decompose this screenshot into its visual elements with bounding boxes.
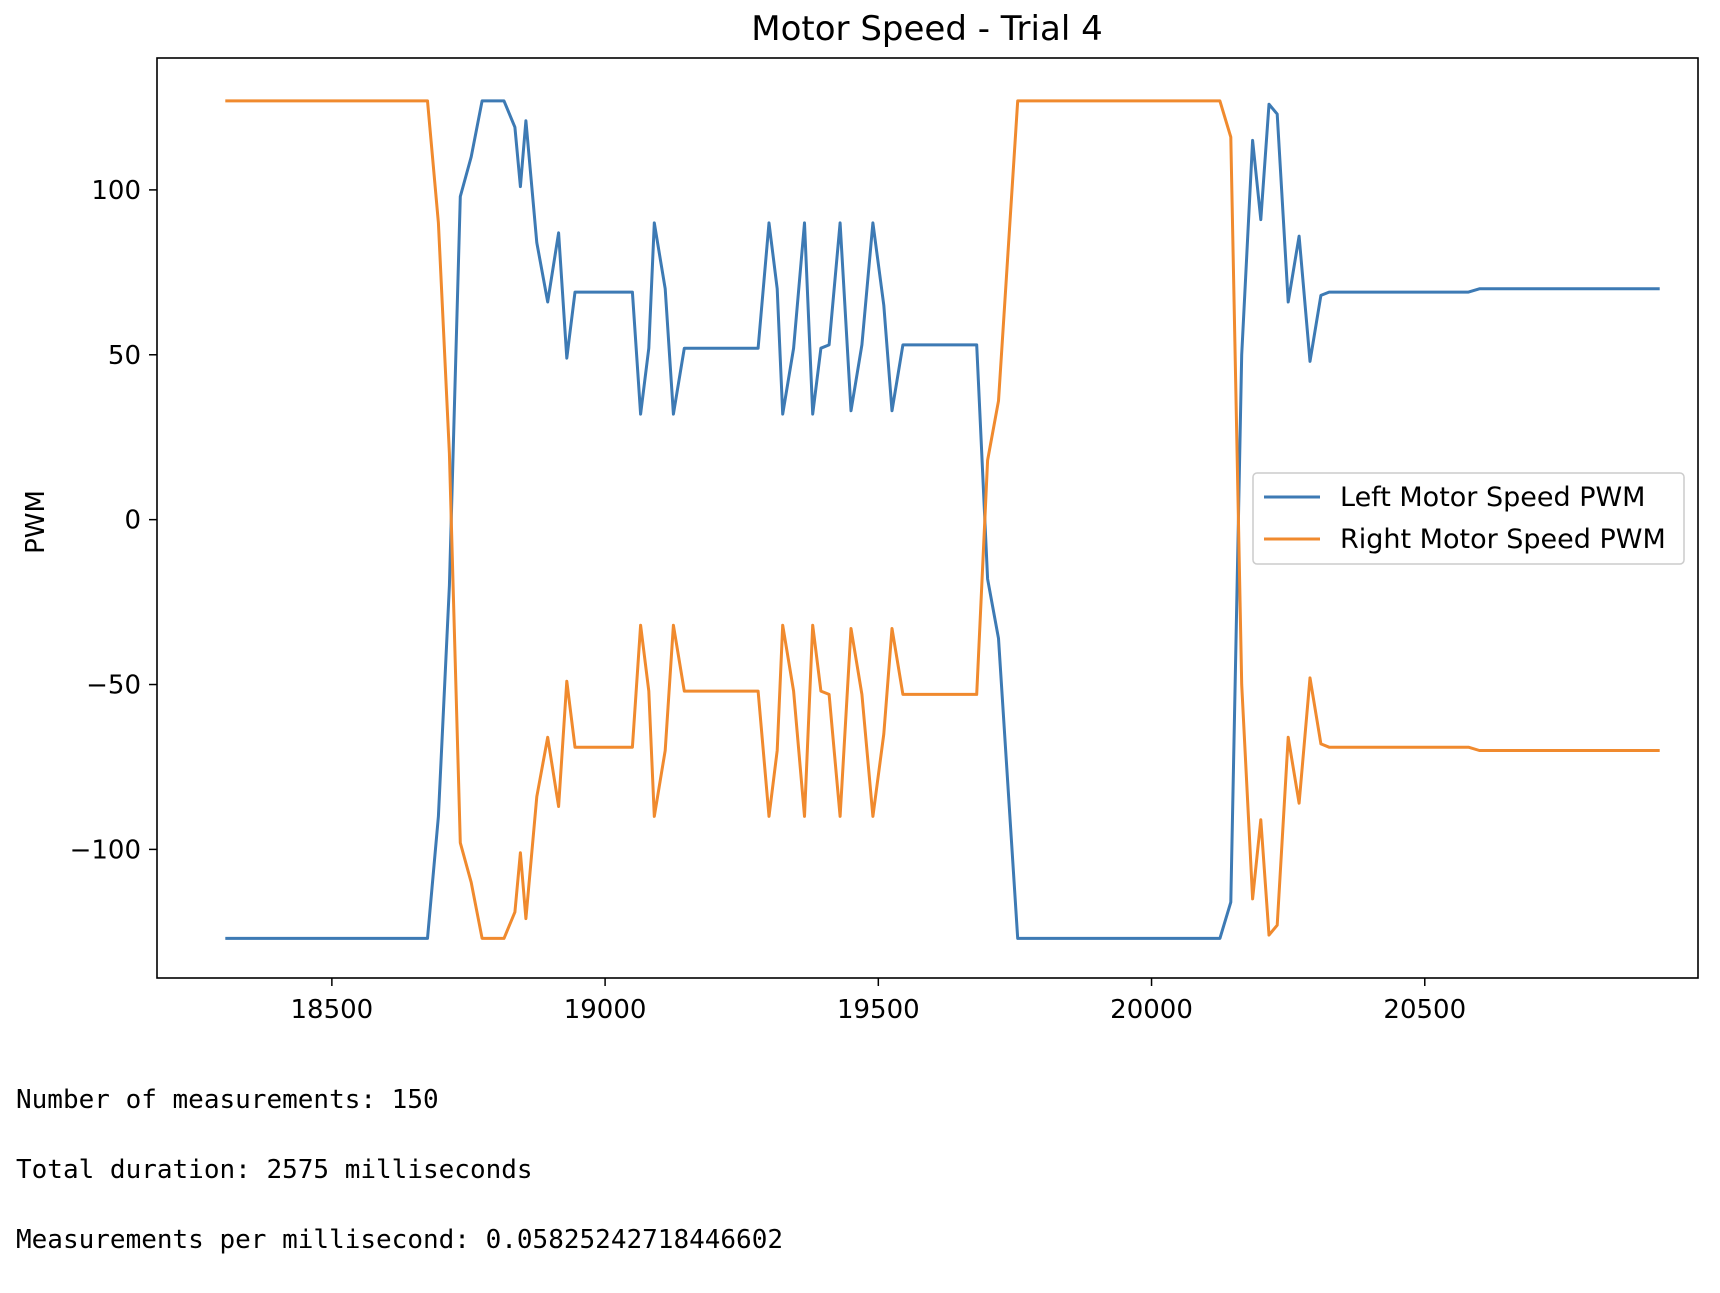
x-tick-label: 18500 [291,995,374,1025]
y-tick-label: 50 [108,341,141,371]
y-tick-label: −100 [70,835,141,865]
output-line-rate: Measurements per millisecond: 0.05825242… [16,1225,784,1255]
output-line-duration: Total duration: 2575 milliseconds [16,1155,533,1185]
legend-label-right: Right Motor Speed PWM [1340,524,1666,555]
legend: Left Motor Speed PWM Right Motor Speed P… [1252,472,1685,565]
series-line-1 [225,99,1660,940]
y-axis-ticks: −100 −50 0 50 100 [70,176,157,865]
plot-area-frame [156,57,1699,979]
legend-label-left: Left Motor Speed PWM [1340,482,1645,513]
y-tick-label: −50 [86,671,141,701]
legend-box [1252,472,1685,565]
y-tick-label: 0 [124,506,141,536]
series-line-0 [225,99,1660,940]
x-axis-ticks: 18500 19000 19500 20000 20500 [291,978,1466,1025]
motor-speed-chart: Motor Speed - Trial 4 PWM 18500 19000 1950… [21,9,1699,1025]
x-tick-label: 20000 [1110,995,1193,1025]
y-axis-label: PWM [21,490,51,554]
chart-title: Motor Speed - Trial 4 [751,9,1102,49]
x-tick-label: 19500 [837,995,920,1025]
x-tick-label: 20500 [1383,995,1466,1025]
x-tick-label: 19000 [564,995,647,1025]
notebook-output: Number of measurements: 150 Total durati… [16,1048,783,1293]
series-lines [225,99,1660,940]
output-line-measurements: Number of measurements: 150 [16,1085,439,1115]
y-tick-label: 100 [91,176,141,206]
